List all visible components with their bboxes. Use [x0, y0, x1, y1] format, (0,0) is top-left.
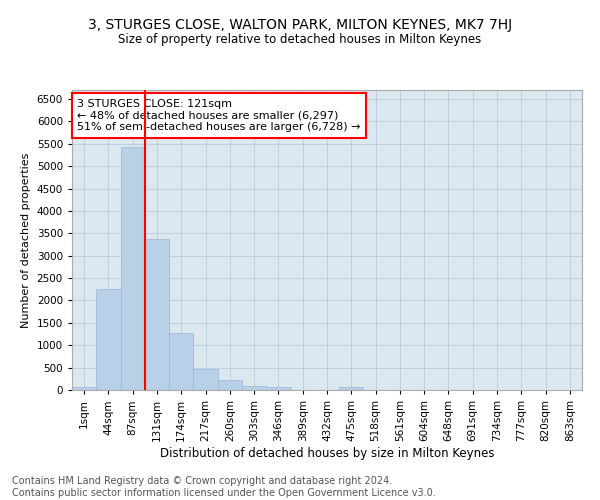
- Bar: [339, 388, 364, 390]
- Bar: [193, 368, 218, 390]
- Text: 3 STURGES CLOSE: 121sqm
← 48% of detached houses are smaller (6,297)
51% of semi: 3 STURGES CLOSE: 121sqm ← 48% of detache…: [77, 99, 361, 132]
- X-axis label: Distribution of detached houses by size in Milton Keynes: Distribution of detached houses by size …: [160, 446, 494, 460]
- Text: 3, STURGES CLOSE, WALTON PARK, MILTON KEYNES, MK7 7HJ: 3, STURGES CLOSE, WALTON PARK, MILTON KE…: [88, 18, 512, 32]
- Bar: [169, 332, 193, 390]
- Bar: [121, 147, 145, 390]
- Text: Contains HM Land Registry data © Crown copyright and database right 2024.
Contai: Contains HM Land Registry data © Crown c…: [12, 476, 436, 498]
- Bar: [218, 380, 242, 390]
- Bar: [72, 387, 96, 390]
- Bar: [96, 290, 121, 390]
- Bar: [145, 238, 169, 390]
- Bar: [242, 386, 266, 390]
- Y-axis label: Number of detached properties: Number of detached properties: [21, 152, 31, 328]
- Bar: [266, 388, 290, 390]
- Text: Size of property relative to detached houses in Milton Keynes: Size of property relative to detached ho…: [118, 32, 482, 46]
